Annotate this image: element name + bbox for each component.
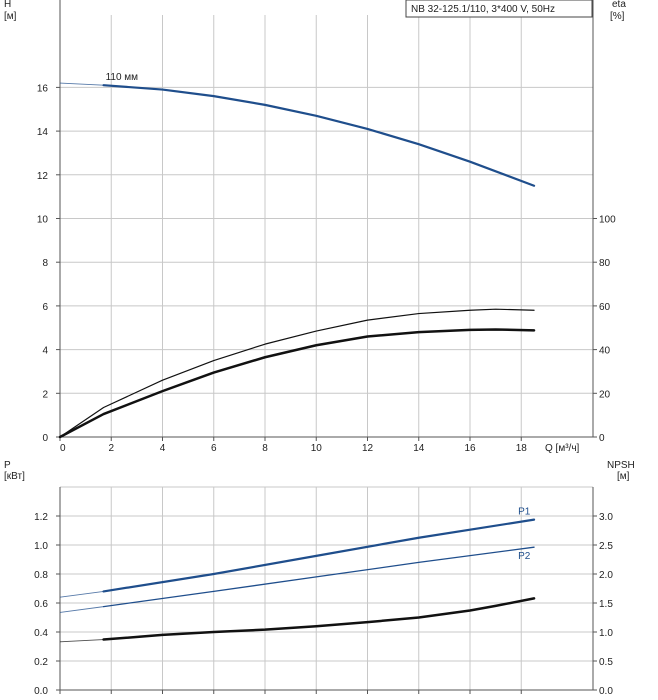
x-tick-label: 10 bbox=[311, 443, 323, 454]
right-tick-label: 2.5 bbox=[599, 541, 613, 552]
series-line bbox=[102, 597, 536, 641]
right-tick-label: 40 bbox=[599, 346, 611, 357]
right-tick-label: 0.0 bbox=[599, 686, 613, 697]
right-axis-name: NPSH bbox=[607, 460, 635, 471]
x-tick-label: 14 bbox=[413, 443, 425, 454]
left-tick-label: 14 bbox=[37, 127, 49, 138]
x-tick-label: 2 bbox=[108, 443, 114, 454]
series-line bbox=[102, 518, 536, 593]
title-box bbox=[405, 0, 593, 18]
x-tick-label: 4 bbox=[160, 443, 166, 454]
right-axis-name: eta bbox=[612, 0, 626, 10]
left-tick-label: 12 bbox=[37, 171, 49, 182]
right-tick-label: 0 bbox=[599, 433, 605, 444]
left-tick-label: 0 bbox=[42, 433, 48, 444]
series-label: P2 bbox=[518, 551, 531, 562]
left-axis-unit: [кВт] bbox=[4, 471, 25, 482]
left-tick-label: 8 bbox=[42, 258, 48, 269]
x-tick-label: 18 bbox=[516, 443, 528, 454]
left-axis-name: H bbox=[4, 0, 11, 10]
series-extension-line bbox=[59, 82, 104, 86]
x-tick-label: 12 bbox=[362, 443, 374, 454]
right-tick-label: 2.0 bbox=[599, 570, 613, 581]
x-axis-label: Q [м³/ч] bbox=[545, 443, 580, 454]
series-label: P1 bbox=[518, 507, 531, 518]
power-npsh-chart: 0.0 0.2 0.4 0.6 0.8 1.0 1.2 0.0 0.5 1.0 1.5 2.0 2.5 3… bbox=[4, 460, 635, 697]
left-tick-label: 0.2 bbox=[34, 657, 48, 668]
series-line bbox=[58, 328, 536, 439]
right-tick-label: 3.0 bbox=[599, 512, 613, 523]
series-extension-line bbox=[59, 606, 104, 613]
x-tick-label: 16 bbox=[464, 443, 476, 454]
left-axis-unit: [м] bbox=[4, 11, 17, 22]
left-tick-label: 1.0 bbox=[34, 541, 48, 552]
series-label: 110 мм bbox=[106, 72, 139, 83]
left-tick-label: 0.8 bbox=[34, 570, 48, 581]
left-tick-label: 1.2 bbox=[34, 512, 48, 523]
right-tick-label: 1.0 bbox=[599, 628, 613, 639]
right-tick-label: 100 bbox=[599, 215, 616, 226]
series-line bbox=[102, 84, 536, 187]
x-tick-label: 6 bbox=[211, 443, 217, 454]
left-tick-label: 0.0 bbox=[34, 686, 48, 697]
left-tick-label: 6 bbox=[42, 302, 48, 313]
left-axis-name: P bbox=[4, 460, 11, 471]
left-tick-label: 2 bbox=[42, 389, 48, 400]
right-axis-unit: [%] bbox=[610, 11, 625, 22]
right-axis-unit: [м] bbox=[617, 471, 630, 482]
x-tick-label: 0 bbox=[60, 443, 66, 454]
series-extension-line bbox=[59, 590, 104, 598]
head-efficiency-chart: 0 2 4 6 8 10 12 14 16 0 20 40 60 80 100 0 2 4 6 8 10 12 14 16 18… bbox=[4, 0, 626, 454]
right-tick-label: 80 bbox=[599, 258, 611, 269]
series-extension-line bbox=[59, 639, 104, 643]
left-tick-label: 0.4 bbox=[34, 628, 48, 639]
left-tick-label: 16 bbox=[37, 83, 49, 94]
left-tick-label: 0.6 bbox=[34, 599, 48, 610]
series-line bbox=[102, 546, 535, 608]
right-tick-label: 60 bbox=[599, 302, 611, 313]
chart-title: NB 32-125.1/110, 3*400 V, 50Hz bbox=[411, 4, 555, 15]
left-tick-label: 10 bbox=[37, 215, 49, 226]
right-tick-label: 0.5 bbox=[599, 657, 613, 668]
x-tick-label: 8 bbox=[262, 443, 268, 454]
right-tick-label: 1.5 bbox=[599, 599, 613, 610]
left-tick-label: 4 bbox=[42, 346, 48, 357]
right-tick-label: 20 bbox=[599, 389, 611, 400]
series-line bbox=[59, 308, 535, 438]
